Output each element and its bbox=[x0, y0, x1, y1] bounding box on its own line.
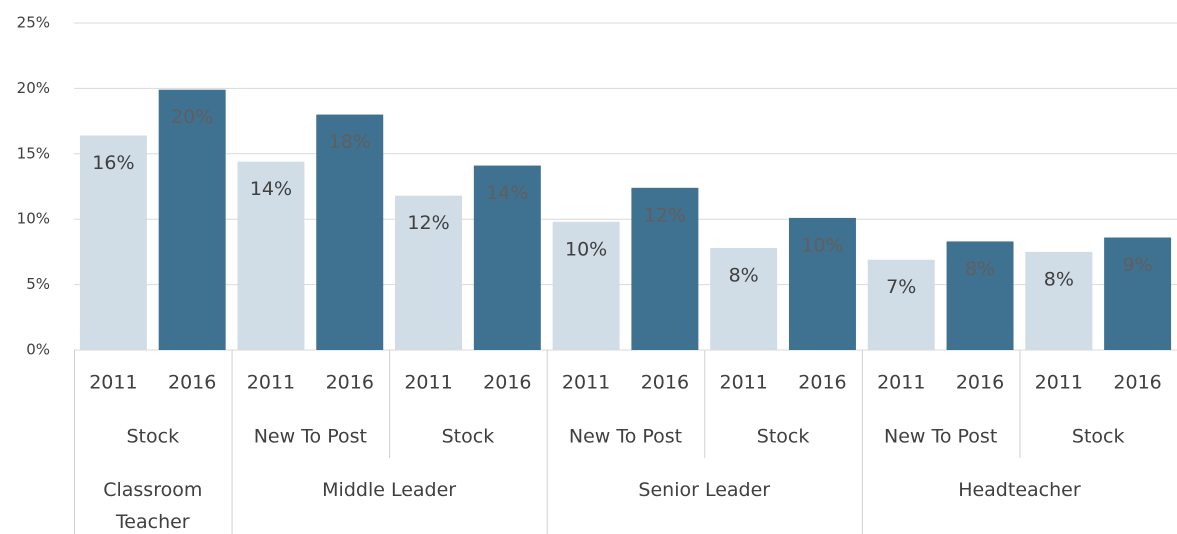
x-tick-label: 2016 bbox=[798, 372, 846, 394]
x-tick-label: 2016 bbox=[641, 372, 689, 394]
data-label: 12% bbox=[407, 212, 449, 234]
y-tick-label: 25% bbox=[17, 14, 50, 32]
data-label: 20% bbox=[171, 106, 213, 128]
group-label-box: Middle Leader bbox=[322, 479, 457, 501]
x-tick-label: 2011 bbox=[1035, 372, 1083, 394]
bar bbox=[1104, 237, 1172, 350]
x-tick-label: 2016 bbox=[483, 372, 531, 394]
subgroup-label: Stock bbox=[126, 426, 179, 448]
data-label: 16% bbox=[92, 152, 134, 174]
bar bbox=[946, 241, 1014, 350]
group-label: Senior Leader bbox=[638, 479, 771, 501]
subgroup-label: Stock bbox=[757, 426, 810, 448]
data-label: 8% bbox=[1044, 268, 1074, 290]
x-tick-label: 2011 bbox=[877, 372, 925, 394]
bar bbox=[788, 217, 856, 350]
bar bbox=[631, 187, 699, 350]
x-tick-label: 2016 bbox=[956, 372, 1004, 394]
bar bbox=[710, 247, 778, 350]
bar bbox=[316, 114, 384, 350]
y-tick-label: 0% bbox=[26, 341, 50, 359]
bar bbox=[552, 221, 620, 350]
bar bbox=[79, 135, 147, 350]
group-label: Middle Leader bbox=[322, 479, 457, 501]
data-label: 14% bbox=[486, 182, 528, 204]
data-label: 7% bbox=[886, 276, 916, 298]
data-label: 8% bbox=[729, 264, 759, 286]
y-tick-label: 10% bbox=[17, 210, 50, 228]
x-tick-label: 2011 bbox=[247, 372, 295, 394]
data-label: 12% bbox=[644, 204, 686, 226]
x-tick-label: 2011 bbox=[719, 372, 767, 394]
bar bbox=[867, 259, 935, 350]
subgroup-label: New To Post bbox=[884, 426, 997, 448]
subgroup-label: Stock bbox=[1072, 426, 1125, 448]
data-label: 8% bbox=[965, 258, 995, 280]
y-tick-label: 15% bbox=[17, 144, 50, 162]
x-tick-label: 2016 bbox=[168, 372, 216, 394]
group-label: Classroom Teacher bbox=[103, 479, 203, 533]
x-tick-label: 2016 bbox=[326, 372, 374, 394]
y-tick-label: 20% bbox=[17, 79, 50, 97]
group-label-box: Classroom Teacher bbox=[103, 479, 203, 533]
bar bbox=[158, 89, 226, 350]
data-label: 10% bbox=[565, 238, 607, 260]
group-label-box: Senior Leader bbox=[638, 479, 771, 501]
data-label: 14% bbox=[250, 178, 292, 200]
data-label: 9% bbox=[1123, 254, 1153, 276]
x-tick-label: 2016 bbox=[1113, 372, 1161, 394]
bar bbox=[1025, 251, 1093, 350]
x-tick-label: 2011 bbox=[404, 372, 452, 394]
bar bbox=[473, 165, 541, 350]
bar bbox=[237, 161, 305, 350]
data-label: 18% bbox=[329, 131, 371, 153]
subgroup-label: New To Post bbox=[254, 426, 367, 448]
group-label-box: Headteacher bbox=[958, 479, 1081, 501]
subgroup-label: New To Post bbox=[569, 426, 682, 448]
subgroup-label: Stock bbox=[442, 426, 495, 448]
x-tick-label: 2011 bbox=[89, 372, 137, 394]
y-tick-label: 5% bbox=[26, 275, 50, 293]
x-tick-label: 2011 bbox=[562, 372, 610, 394]
data-label: 10% bbox=[801, 234, 843, 256]
group-label: Headteacher bbox=[958, 479, 1081, 501]
bar bbox=[395, 195, 463, 350]
